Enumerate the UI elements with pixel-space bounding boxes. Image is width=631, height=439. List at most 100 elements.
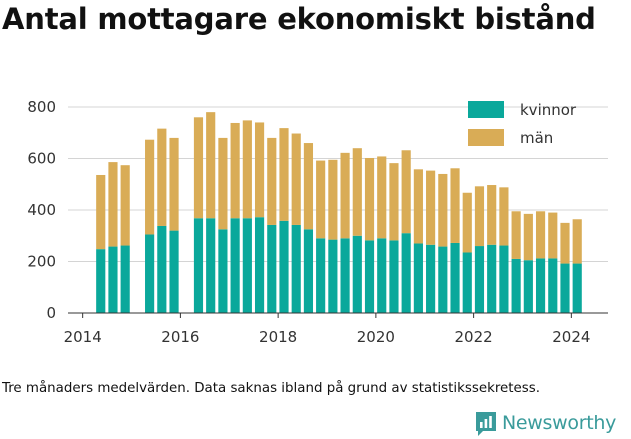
bar-kvinnor [206, 218, 216, 313]
legend-swatch-kvinnor [468, 101, 504, 118]
bar-kvinnor [96, 249, 106, 313]
bar-kvinnor [279, 220, 289, 313]
bar-kvinnor [364, 240, 375, 313]
bar-man [96, 174, 106, 250]
bars [96, 112, 582, 313]
bar-kvinnor [450, 242, 460, 313]
bar-kvinnor [413, 243, 423, 313]
x-tick-label: 2024 [552, 328, 590, 346]
bar-man [560, 222, 570, 264]
x-tick-label: 2022 [455, 328, 493, 346]
bar-kvinnor [377, 238, 387, 313]
bar-man [316, 160, 326, 239]
y-tick-label: 0 [46, 304, 56, 322]
bar-man [450, 168, 460, 243]
brand-logo[interactable]: Newsworthy [474, 408, 616, 438]
bar-man [364, 157, 375, 241]
bar-kvinnor [401, 233, 411, 313]
bar-man [193, 117, 204, 219]
y-tick-label: 600 [27, 150, 56, 168]
bar-man [157, 128, 167, 226]
bar-man [120, 165, 130, 246]
bar-man [206, 112, 216, 219]
bar-kvinnor [548, 258, 558, 313]
x-tick-label: 2020 [357, 328, 395, 346]
bar-man [242, 120, 252, 219]
bar-kvinnor [474, 246, 485, 313]
bar-kvinnor [389, 240, 399, 313]
y-tick-label: 200 [27, 253, 56, 271]
bar-man [218, 137, 228, 230]
bar-man [511, 211, 521, 259]
bar-kvinnor [218, 229, 228, 313]
axes: 0 200 400 600 800 2014 2016 2018 2020 2022 2024 [27, 98, 608, 346]
bar-man [389, 163, 399, 241]
bar-kvinnor [535, 258, 546, 313]
bar-kvinnor [145, 234, 155, 313]
bar-kvinnor [254, 217, 265, 313]
bar-man [230, 122, 240, 219]
bar-man [523, 213, 533, 261]
bar-kvinnor [462, 252, 472, 313]
bar-kvinnor [291, 224, 301, 313]
bar-man [487, 185, 497, 245]
y-tick-label: 800 [27, 98, 56, 116]
bar-man [340, 152, 350, 239]
bar-kvinnor [340, 238, 350, 313]
bar-kvinnor [426, 244, 436, 313]
bar-kvinnor [572, 263, 582, 313]
bar-kvinnor [328, 239, 338, 313]
bar-kvinnor [499, 245, 509, 313]
bar-kvinnor [352, 235, 362, 313]
x-tick-label: 2014 [64, 328, 102, 346]
bar-kvinnor [316, 238, 326, 313]
bar-man [572, 219, 582, 264]
bar-man [377, 156, 387, 239]
y-tick-label: 400 [27, 201, 56, 219]
bar-man [279, 128, 289, 221]
brand-name: Newsworthy [502, 412, 617, 434]
chart-title: Antal mottagare ekonomiskt bistånd [2, 2, 596, 36]
x-tick-label: 2018 [259, 328, 297, 346]
legend: kvinnor män [468, 101, 577, 147]
bar-man [169, 137, 179, 231]
bar-kvinnor [230, 218, 240, 313]
bar-man [499, 187, 509, 246]
x-tick-label: 2016 [161, 328, 199, 346]
bar-man [462, 192, 472, 253]
legend-label-man: män [520, 129, 553, 147]
bar-man [413, 169, 423, 244]
bar-kvinnor [267, 224, 277, 313]
bar-man [426, 170, 436, 245]
bar-kvinnor [120, 245, 130, 313]
footnote: Tre månaders medelvärden. Data saknas ib… [2, 381, 540, 396]
bar-man [548, 212, 558, 259]
bar-kvinnor [560, 263, 570, 313]
bar-kvinnor [157, 225, 167, 313]
bar-kvinnor [193, 218, 204, 313]
bar-kvinnor [487, 244, 497, 313]
bar-man [401, 150, 411, 234]
bar-kvinnor [303, 229, 314, 313]
bar-man [254, 122, 265, 218]
bar-man [352, 148, 362, 236]
bar-kvinnor [511, 258, 521, 313]
bar-man [108, 162, 118, 247]
bar-man [474, 186, 485, 247]
bar-kvinnor [438, 246, 448, 313]
bar-kvinnor [242, 218, 252, 313]
bar-man [145, 139, 155, 235]
bar-kvinnor [169, 230, 179, 313]
bar-man [328, 159, 338, 240]
newsworthy-logo-icon [476, 411, 496, 436]
bar-kvinnor [108, 246, 118, 313]
bar-man [291, 133, 301, 225]
bar-man [438, 173, 448, 247]
bar-man [267, 137, 277, 225]
legend-swatch-man [468, 129, 504, 146]
bar-man [303, 143, 314, 230]
bar-kvinnor [523, 260, 533, 313]
bar-man [535, 211, 546, 259]
legend-label-kvinnor: kvinnor [520, 101, 577, 119]
